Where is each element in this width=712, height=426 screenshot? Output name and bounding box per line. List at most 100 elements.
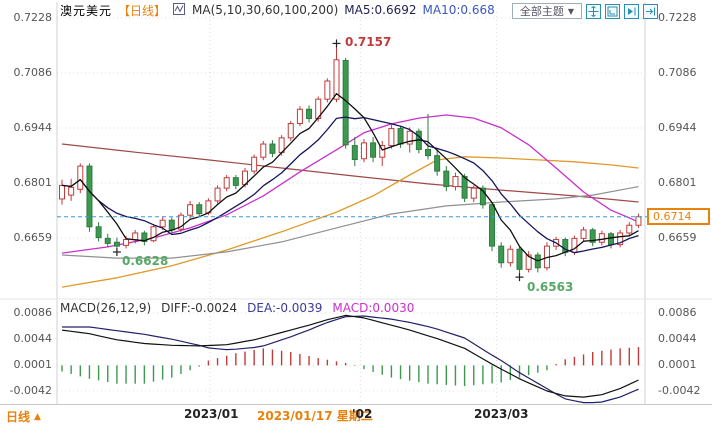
candle-body bbox=[214, 187, 221, 202]
candle-body bbox=[196, 204, 203, 215]
x-axis-label-mar: 2023/03 bbox=[474, 407, 529, 421]
candle-body bbox=[223, 177, 230, 189]
candle-body bbox=[360, 142, 367, 160]
candle-body bbox=[296, 108, 303, 125]
candle-body bbox=[351, 145, 358, 161]
chart-header: 澳元美元 【日线】 MA(5,10,30,60,100,200) MA5:0.6… bbox=[60, 2, 495, 18]
ma200-line bbox=[61, 143, 639, 203]
price-axis-label-right: 0.7086 bbox=[658, 66, 697, 79]
candle-body bbox=[159, 219, 166, 228]
candle-body bbox=[516, 248, 523, 270]
fit-chart-icon[interactable] bbox=[605, 3, 620, 19]
macd-axis-label-left: -0.0042 bbox=[9, 384, 52, 397]
price-axis-label-right: 0.6801 bbox=[658, 176, 697, 189]
macd-axis-label-right: 0.0086 bbox=[658, 306, 697, 319]
candle-body bbox=[571, 237, 578, 253]
period-selector[interactable]: 日线 ▲ bbox=[6, 408, 41, 425]
x-axis-label-feb: '02 bbox=[352, 407, 373, 421]
candle-body bbox=[626, 224, 633, 234]
macd-diff-value: DIFF:-0.0024 bbox=[161, 301, 238, 315]
ma30-line bbox=[61, 114, 639, 254]
candle-body bbox=[507, 248, 514, 264]
ma-params-label: MA(5,10,30,60,100,200) bbox=[192, 3, 339, 17]
annotation-low-left: 0.6628 bbox=[122, 254, 169, 268]
candle-body bbox=[68, 186, 75, 196]
candle-body bbox=[580, 229, 587, 239]
price-axis-label-left: 0.6801 bbox=[13, 176, 53, 189]
candle-body bbox=[177, 214, 184, 230]
price-axis-label-right: 0.6659 bbox=[658, 231, 697, 244]
price-axis-label-right: 0.6944 bbox=[658, 121, 697, 134]
export-right-icon[interactable] bbox=[643, 3, 658, 19]
candle-body bbox=[113, 241, 120, 247]
candle-body bbox=[397, 128, 404, 145]
crosshair-icon[interactable] bbox=[586, 3, 601, 19]
price-axis-label-left: 0.7228 bbox=[13, 11, 53, 24]
candle-body bbox=[59, 184, 65, 200]
candle-body bbox=[269, 143, 276, 154]
candle-body bbox=[608, 233, 614, 246]
candle-body bbox=[434, 155, 441, 172]
x-axis-crosshair-date: 2023/01/17 星期二 bbox=[257, 409, 373, 423]
candle-body bbox=[470, 187, 477, 199]
macd-dea-value: DEA:-0.0039 bbox=[247, 301, 323, 315]
price-axis-label-left: 0.7086 bbox=[13, 66, 53, 79]
candle-body bbox=[388, 128, 395, 147]
period-tag: 【日线】 bbox=[118, 3, 167, 18]
ma60-line bbox=[61, 186, 639, 259]
diff-line bbox=[61, 314, 639, 398]
themes-dropdown[interactable]: 全部主题 ▼ bbox=[512, 3, 582, 19]
candle-body bbox=[86, 165, 93, 228]
candle-body bbox=[479, 187, 486, 206]
candle-body bbox=[104, 237, 111, 244]
ma-chart-icon bbox=[173, 2, 186, 18]
themes-dropdown-label: 全部主题 bbox=[519, 5, 564, 18]
candle-body bbox=[589, 229, 596, 243]
dea-line bbox=[62, 315, 639, 404]
candle-body bbox=[425, 148, 431, 157]
macd-axis-label-right: 0.0001 bbox=[658, 358, 697, 371]
candle-body bbox=[168, 219, 175, 231]
candle-body bbox=[123, 239, 130, 246]
ma5-line bbox=[61, 92, 639, 262]
ma10-line bbox=[61, 116, 639, 254]
candle-body bbox=[379, 145, 386, 158]
annotation-low-right: 0.6563 bbox=[527, 280, 574, 294]
price-axis-label-right: 0.7228 bbox=[658, 11, 697, 24]
candle-body bbox=[141, 232, 148, 242]
candle-body bbox=[370, 142, 377, 158]
macd-axis-label-left: 0.0001 bbox=[13, 358, 53, 371]
macd-macd-value: MACD:0.0030 bbox=[332, 301, 415, 315]
macd-axis-label-left: 0.0044 bbox=[13, 332, 53, 345]
candle-body bbox=[406, 130, 413, 145]
macd-header: MACD(26,12,9) DIFF:-0.0024 DEA:-0.0039 M… bbox=[60, 301, 414, 315]
candle-body bbox=[306, 108, 313, 120]
ma10-value-label: MA10:0.668 bbox=[422, 3, 495, 17]
candle-body bbox=[489, 204, 496, 247]
candle-body bbox=[150, 226, 157, 242]
macd-axis-label-right: 0.0044 bbox=[658, 332, 697, 345]
candle-body bbox=[187, 204, 194, 216]
candle-body bbox=[461, 176, 468, 199]
triangle-up-icon: ▲ bbox=[34, 411, 41, 422]
last-price-tag: 0.6714 bbox=[647, 208, 710, 225]
ma5-value-label: MA5:0.6692 bbox=[344, 3, 417, 17]
chevron-down-icon: ▼ bbox=[567, 6, 575, 16]
symbol-title: 澳元美元 bbox=[60, 3, 113, 18]
candle-body bbox=[635, 216, 642, 226]
price-axis-label-left: 0.6659 bbox=[13, 231, 53, 244]
candle-body bbox=[260, 143, 267, 158]
x-axis-label-jan: 2023/01 bbox=[184, 407, 239, 421]
candle-body bbox=[251, 156, 258, 172]
candle-body bbox=[598, 233, 605, 243]
candle-body bbox=[132, 232, 139, 241]
play-forward-icon[interactable] bbox=[624, 3, 639, 19]
macd-axis-label-left: 0.0086 bbox=[13, 306, 53, 319]
candle-body bbox=[452, 176, 459, 188]
candle-body bbox=[324, 80, 331, 100]
candle-body bbox=[287, 123, 294, 139]
candle-body bbox=[498, 245, 505, 264]
candle-body bbox=[95, 226, 102, 239]
